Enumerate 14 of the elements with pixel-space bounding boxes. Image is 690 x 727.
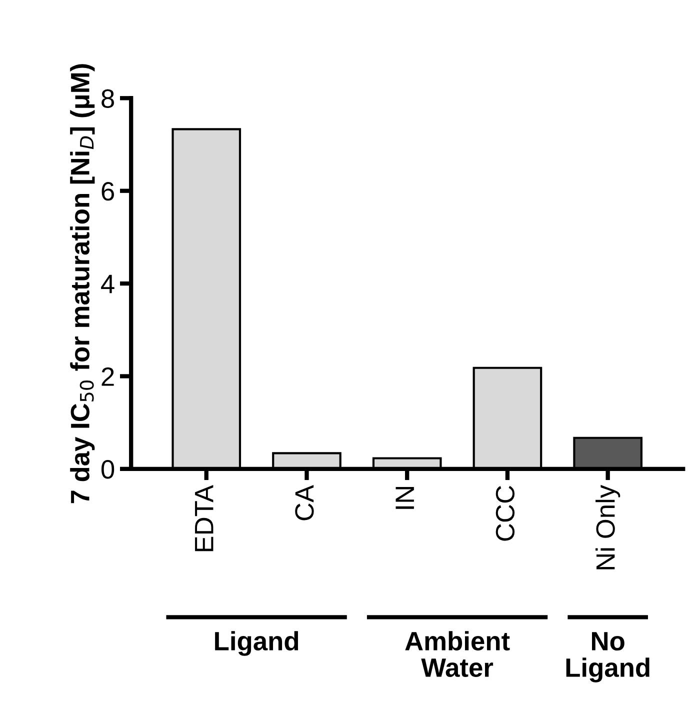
text: Ambient Water (405, 631, 510, 678)
y-tick-label: 6 (102, 182, 114, 201)
text: Ligand (215, 631, 298, 656)
x-tick-label: CA (295, 484, 314, 520)
x-tick-label: EDTA (195, 484, 214, 552)
y-tick-label: 4 (101, 274, 114, 294)
text: No Ligand (566, 632, 650, 682)
y-tick-label: 2 (102, 367, 114, 386)
y-tick-label: 0 (101, 460, 114, 479)
x-tick-label: IN (396, 487, 414, 509)
y-tick-label: 8 (102, 89, 114, 108)
x-tick-label: CCC (496, 486, 515, 541)
y-axis-title: 7 day IC$_{50}$ for maturation [Ni$_{D}$] (μM) (70, 64, 95, 504)
x-tick-label: Ni Only (596, 484, 620, 570)
